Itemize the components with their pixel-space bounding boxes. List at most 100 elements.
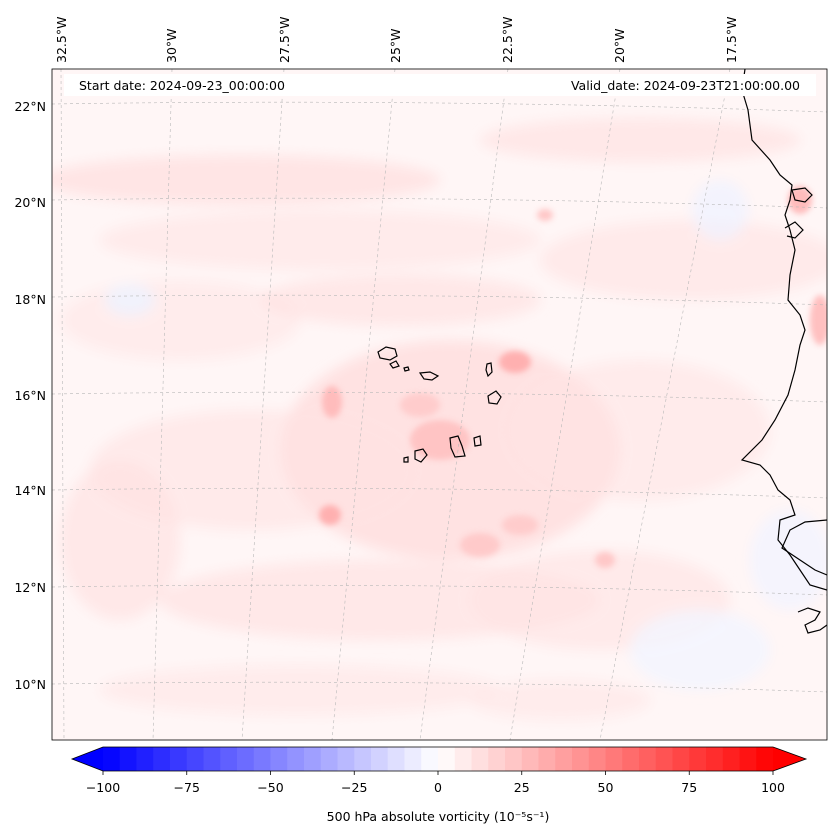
island-santiago: [449, 435, 466, 458]
colorbar-cell: [639, 747, 657, 771]
vorticity-max: [322, 386, 342, 418]
parallel-gridline: [52, 101, 827, 113]
vorticity-max: [410, 420, 470, 460]
colorbar-tick-label: 75: [681, 780, 697, 795]
lat-label: 16°N: [14, 388, 46, 403]
lat-label: 12°N: [14, 580, 46, 595]
colorbar-tick-label: 100: [761, 780, 785, 795]
colorbar-tick-label: −100: [86, 780, 120, 795]
africa-coastline-detail: [781, 519, 827, 576]
colorbar-cell: [304, 747, 322, 771]
island-sao-vicente: [389, 360, 400, 369]
meridian-gridline: [419, 69, 509, 740]
colorbar-cell: [371, 747, 389, 771]
colorbar-cell: [287, 747, 305, 771]
vorticity-band: [480, 118, 800, 162]
longitude-labels: 32.5°W 30°W 27.5°W 25°W 22.5°W 20°W 17.5…: [54, 17, 739, 63]
vorticity-maxima: [319, 186, 827, 568]
map-panel: Start date: 2024-09-23_00:00:00 Valid_da…: [52, 69, 827, 740]
island-boa-vista: [487, 390, 502, 405]
colorbar-cell: [471, 747, 489, 771]
colorbar-cell: [488, 747, 506, 771]
colorbar-label: 500 hPa absolute vorticity (10⁻⁵s⁻¹): [327, 809, 550, 824]
vorticity-band: [260, 274, 540, 326]
vorticity-max: [810, 295, 827, 345]
vorticity-band: [60, 280, 300, 360]
lat-label: 14°N: [14, 483, 46, 498]
colorbar-cell: [689, 747, 707, 771]
africa-coastline-detail: [791, 187, 813, 203]
vorticity-max: [502, 515, 538, 535]
lat-label: 10°N: [14, 677, 46, 692]
island-fogo: [414, 448, 428, 463]
colorbar-cell: [756, 747, 774, 771]
vorticity-band: [60, 460, 180, 620]
start-date-annotation: Start date: 2024-09-23_00:00:00: [79, 78, 285, 93]
vorticity-max: [400, 393, 440, 417]
vorticity-max: [319, 505, 341, 525]
vorticity-field: [52, 118, 827, 720]
africa-coastline: [740, 69, 827, 591]
negative-vorticity: [105, 284, 155, 316]
lon-label: 22.5°W: [500, 17, 515, 63]
colorbar-cell: [739, 747, 757, 771]
vorticity-max: [537, 209, 553, 221]
colorbar-cell: [454, 747, 472, 771]
lat-label: 18°N: [14, 292, 46, 307]
colorbar-cell: [237, 747, 255, 771]
negative-vorticity: [692, 180, 748, 240]
vorticity-max: [595, 552, 615, 568]
colorbar-cell: [337, 747, 355, 771]
colorbar-tick-label: 50: [598, 780, 614, 795]
negative-vorticity: [750, 510, 827, 610]
africa-coastline-detail: [797, 607, 827, 634]
colorbar-cell: [672, 747, 690, 771]
colorbar-cell: [438, 747, 456, 771]
parallel-gridline: [52, 294, 827, 306]
colorbar-cell: [572, 747, 590, 771]
colorbar-cell: [203, 747, 221, 771]
meridian-gridline: [331, 69, 396, 740]
parallel-gridline: [52, 197, 827, 209]
colorbar-cell: [136, 747, 154, 771]
annotation-box: [64, 74, 816, 96]
island-sal: [485, 362, 493, 378]
colorbar-cell: [270, 747, 288, 771]
vorticity-band: [100, 210, 540, 270]
valid-date-annotation: Valid_date: 2024-09-23T21:00:00.00: [571, 78, 800, 93]
colorbar-tick-label: 25: [514, 780, 530, 795]
meridian-gridline: [60, 69, 65, 740]
colorbar-extend-max: [773, 747, 806, 771]
colorbar-cell: [404, 747, 422, 771]
colorbar-cell: [103, 747, 121, 771]
colorbar-extend-min: [72, 747, 103, 771]
lon-label: 17.5°W: [724, 17, 739, 63]
colorbar-ticks: −100 −75 −50 −25 0 25 50 75 100: [86, 771, 785, 795]
lon-label: 27.5°W: [277, 17, 292, 63]
latitude-labels: 22°N 20°N 18°N 16°N 14°N 12°N 10°N: [14, 99, 46, 692]
colorbar-cell: [622, 747, 640, 771]
lon-label: 30°W: [164, 28, 179, 63]
colorbar-cell: [521, 747, 539, 771]
meridian-gridline: [241, 69, 285, 740]
colorbar-cell: [220, 747, 238, 771]
colorbar-cell: [421, 747, 439, 771]
vorticity-max: [499, 351, 531, 373]
colorbar-cells: [72, 747, 806, 771]
colorbar: −100 −75 −50 −25 0 25 50 75 100 500 hPa absolute…: [70, 746, 808, 824]
island-sao-nicolau: [418, 371, 440, 381]
vorticity-max: [460, 533, 500, 557]
vorticity-max: [788, 186, 812, 214]
colorbar-cell: [354, 747, 372, 771]
colorbar-cell: [588, 747, 606, 771]
lat-label: 22°N: [14, 99, 46, 114]
colorbar-tick-label: −75: [174, 780, 200, 795]
colorbar-cell: [170, 747, 188, 771]
negative-vorticity: [630, 610, 770, 690]
colorbar-tick-label: −50: [257, 780, 283, 795]
island-santa-luzia: [403, 366, 410, 372]
parallel-gridline: [52, 584, 827, 596]
colorbar-cell: [119, 747, 137, 771]
